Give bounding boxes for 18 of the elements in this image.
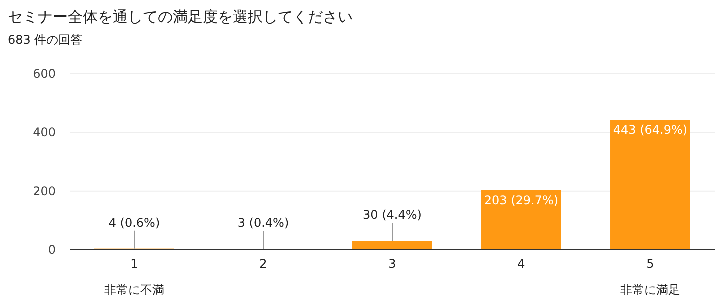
y-tick-label: 400 <box>33 126 56 140</box>
y-tick-label: 600 <box>33 67 56 81</box>
data-label: 3 (0.4%) <box>238 216 290 230</box>
data-label: 443 (64.9%) <box>613 123 688 138</box>
y-tick-label: 0 <box>48 243 56 257</box>
text: 非常に不満 <box>104 283 164 297</box>
text: 非常に満足 <box>620 283 680 297</box>
x-tick-label: 5 <box>646 257 654 271</box>
chart-title: セミナー全体を通しての満足度を選択してください <box>8 8 353 26</box>
x-tick-label: 3 <box>388 257 396 271</box>
data-label: 203 (29.7%) <box>484 193 559 208</box>
x-tick-label: 1 <box>130 257 138 271</box>
x-tick-label: 2 <box>260 257 268 271</box>
data-label: 30 (4.4%) <box>363 208 422 222</box>
data-label: 4 (0.6%) <box>108 216 160 230</box>
x-tick-label: 4 <box>518 257 526 271</box>
y-tick-label: 200 <box>33 184 56 198</box>
chart-subtitle: 683 件の回答 <box>8 33 83 47</box>
